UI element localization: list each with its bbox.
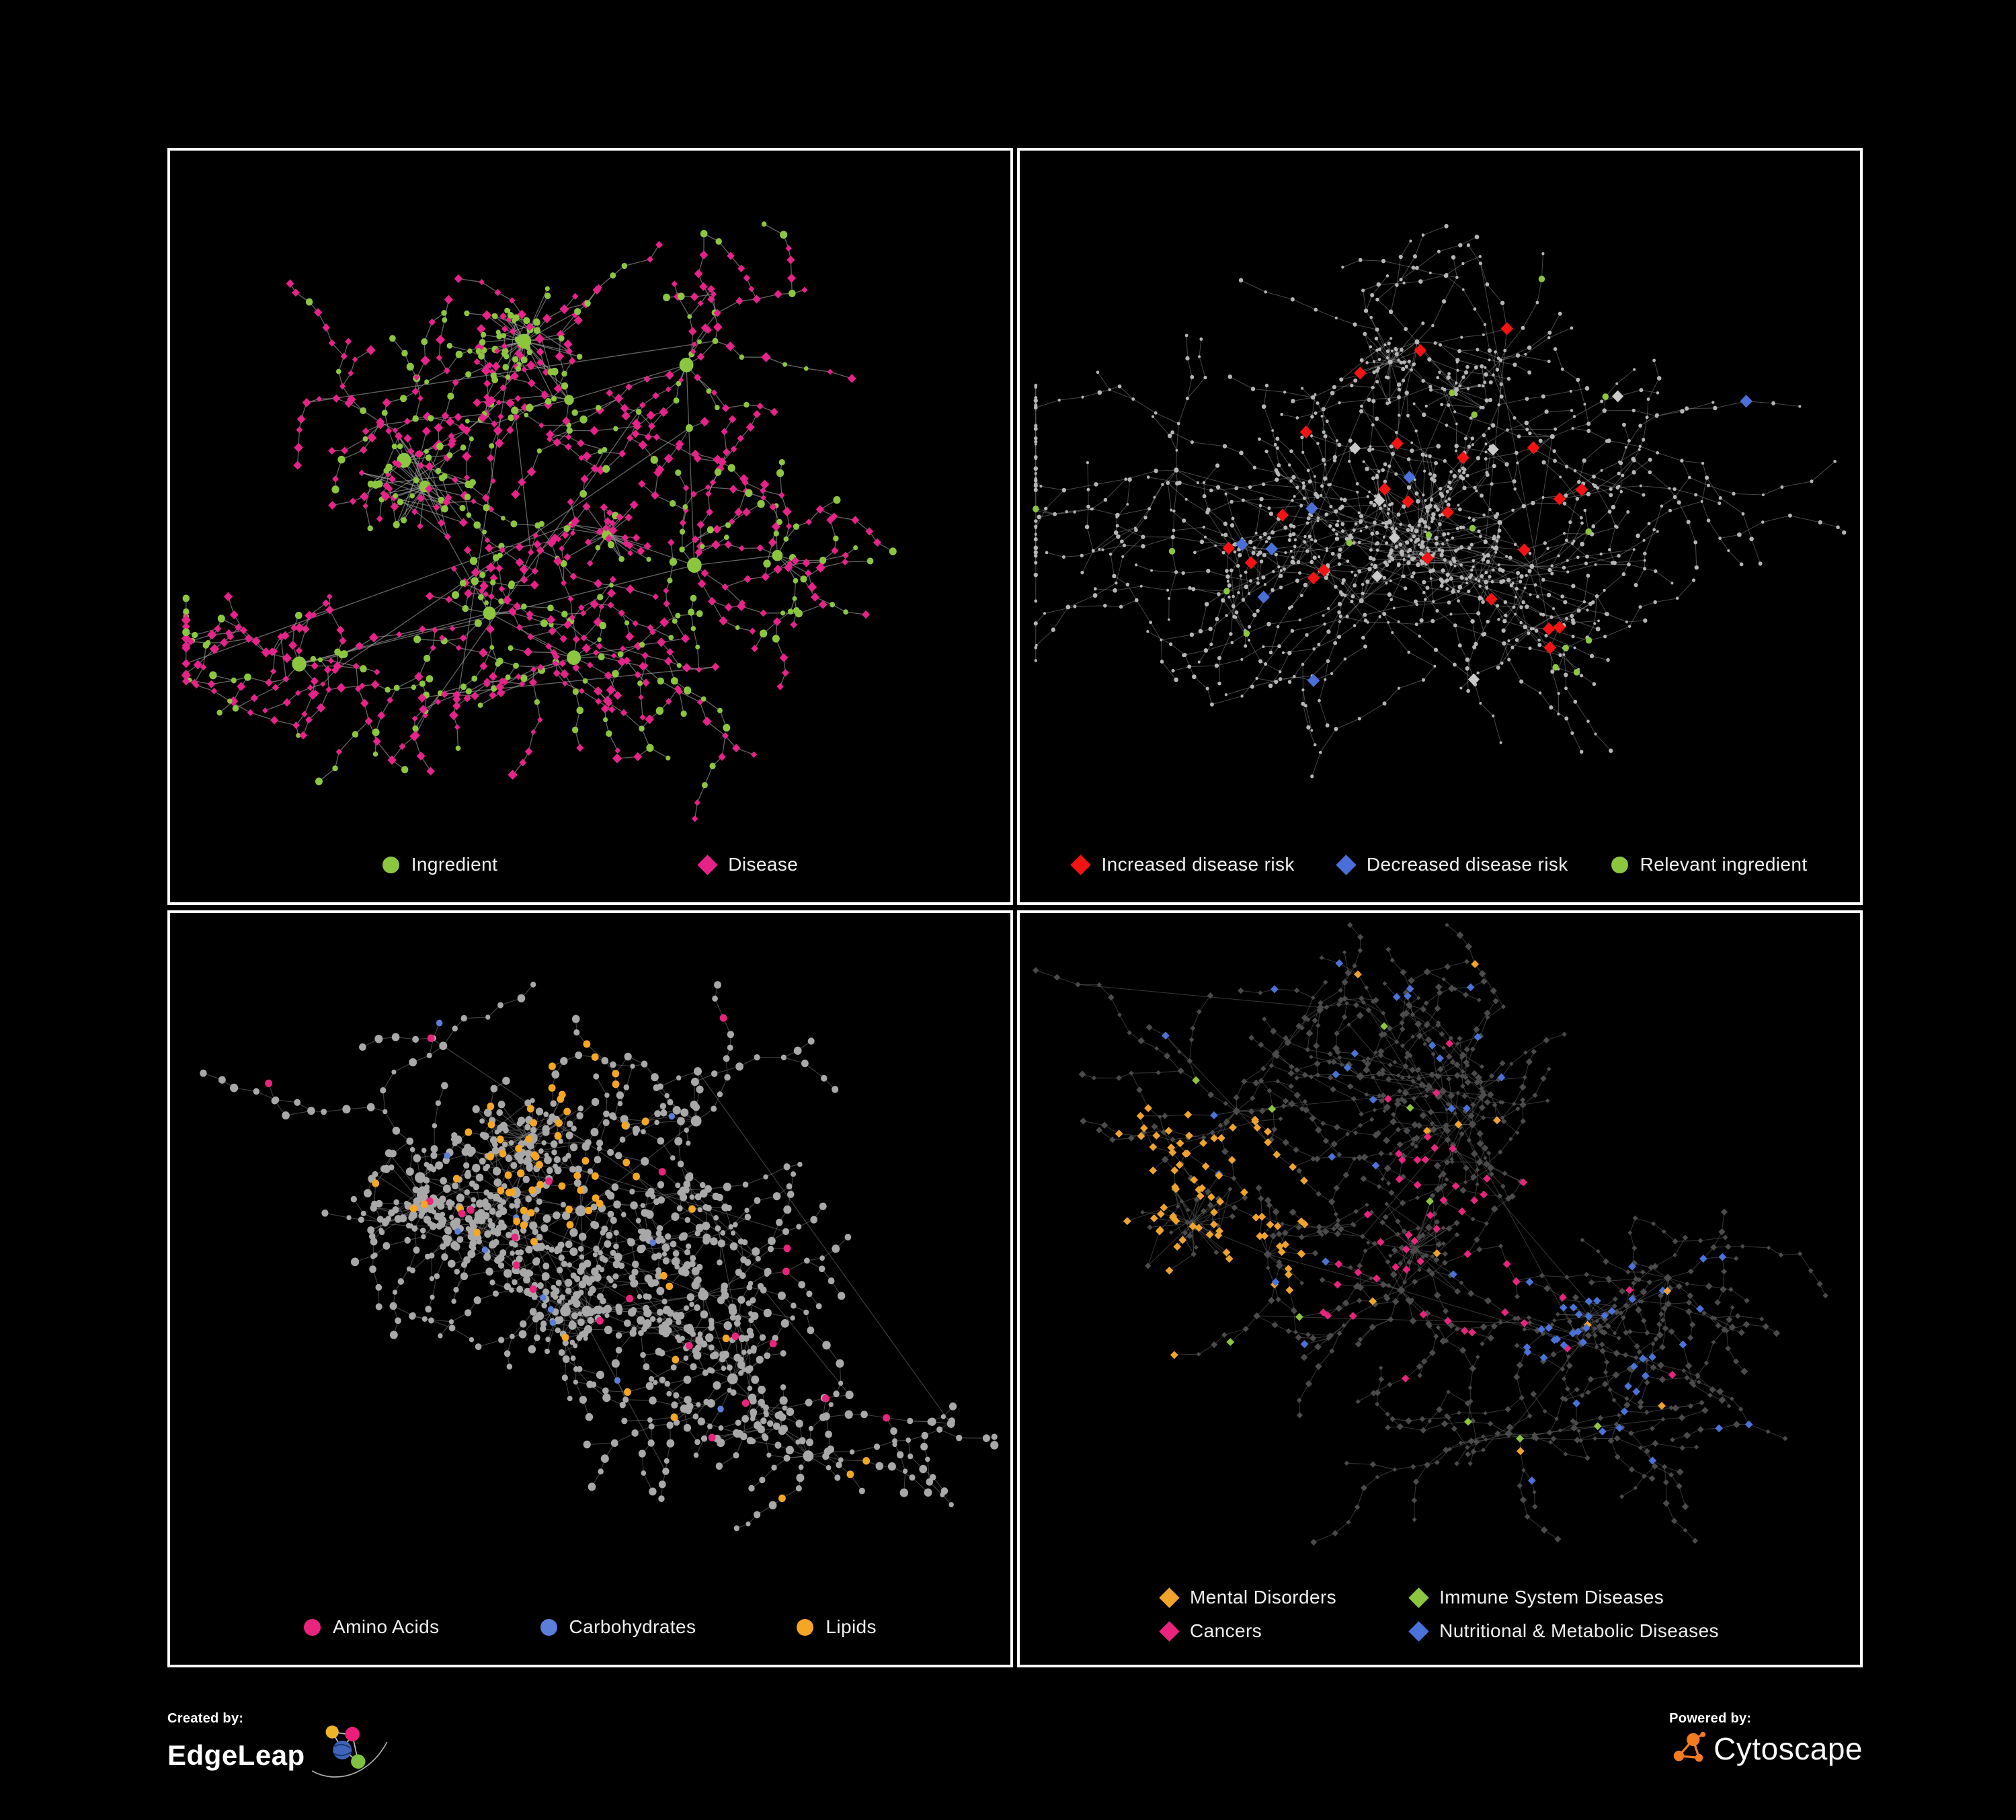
disease-diamond-icon <box>697 854 718 875</box>
legend-label-lipids: Lipids <box>825 1616 877 1637</box>
legend-item-mental-disorders: Mental Disorders <box>1159 1587 1337 1608</box>
legend-label-carbohydrates: Carbohydrates <box>569 1616 696 1637</box>
panel-grid: Ingredient Disease Increased disease ris… <box>167 148 1863 1667</box>
disease-classes-network-canvas <box>1033 922 1828 1546</box>
legend-item-nutritional-metabolic-diseases: Nutritional & Metabolic Diseases <box>1408 1620 1719 1642</box>
edgeleap-credit: Created by: EdgeLeap <box>167 1711 390 1782</box>
footer: Created by: EdgeLeap Powered by: <box>167 1711 1863 1782</box>
legend-item-carbohydrates: Carbohydrates <box>540 1616 696 1638</box>
legend-label-decreased-risk: Decreased disease risk <box>1366 854 1568 875</box>
legend-label-relevant-ingredient: Relevant ingredient <box>1640 854 1808 875</box>
edgeleap-node-yellow <box>325 1725 339 1739</box>
legend-ingredient-disease: Ingredient Disease <box>177 846 1004 902</box>
ingredient-circle-icon <box>382 856 399 873</box>
edgeleap-node-blue <box>332 1740 352 1759</box>
edgeleap-node-green <box>350 1754 366 1769</box>
legend-label-mental-disorders: Mental Disorders <box>1190 1587 1337 1608</box>
cytoscape-logo-icon <box>1673 1731 1706 1762</box>
legend-item-amino-acids: Amino Acids <box>304 1616 439 1638</box>
cytoscape-node <box>1673 1750 1685 1762</box>
panel-disease-classes: Mental Disorders Immune System Diseases … <box>1017 910 1863 1667</box>
panel-nutrient-classes: Amino Acids Carbohydrates Lipids <box>167 910 1013 1667</box>
legend-item-ingredient: Ingredient <box>382 854 498 875</box>
nutritional-metabolic-diseases-diamond-icon <box>1408 1620 1429 1642</box>
cytoscape-node <box>1700 1731 1706 1737</box>
relevant-ingredient-circle-icon <box>1611 856 1628 873</box>
nutrient-classes-network-canvas <box>200 981 999 1532</box>
carbohydrates-circle-icon <box>540 1618 557 1636</box>
created-by-label: Created by: <box>167 1711 244 1726</box>
edgeleap-wordmark: EdgeLeap <box>167 1739 305 1771</box>
increased-risk-diamond-icon <box>1070 854 1092 875</box>
panel-disease-risk: Increased disease risk Decreased disease… <box>1017 148 1863 905</box>
cytoscape-credit: Powered by: Cytoscape <box>1669 1711 1863 1768</box>
legend-item-decreased-risk: Decreased disease risk <box>1336 854 1568 875</box>
legend-item-disease: Disease <box>697 854 799 875</box>
amino-acids-circle-icon <box>304 1618 321 1636</box>
lipids-circle-icon <box>797 1618 814 1636</box>
legend-label-immune-system-diseases: Immune System Diseases <box>1439 1587 1664 1608</box>
legend-label-ingredient: Ingredient <box>411 854 498 875</box>
legend-item-lipids: Lipids <box>797 1616 877 1638</box>
legend-item-immune-system-diseases: Immune System Diseases <box>1408 1587 1719 1608</box>
legend-label-increased-risk: Increased disease risk <box>1101 854 1295 875</box>
legend-label-disease: Disease <box>728 854 799 875</box>
disease-risk-network-canvas <box>1033 224 1847 779</box>
edgeleap-logo-icon <box>311 1725 388 1778</box>
legend-label-amino-acids: Amino Acids <box>333 1616 440 1637</box>
edgeleap-node-pink <box>345 1727 360 1742</box>
legend-nutrient-classes: Amino Acids Carbohydrates Lipids <box>177 1608 1004 1665</box>
mental-disorders-diamond-icon <box>1159 1587 1180 1608</box>
legend-item-cancers: Cancers <box>1159 1620 1336 1642</box>
legend-label-cancers: Cancers <box>1190 1620 1262 1641</box>
legend-item-increased-risk: Increased disease risk <box>1070 854 1295 875</box>
legend-disease-classes: Mental Disorders Immune System Diseases … <box>1026 1583 1853 1665</box>
ingredient-disease-network-canvas <box>181 221 897 822</box>
legend-disease-risk: Increased disease risk Decreased disease… <box>1026 846 1853 902</box>
decreased-risk-diamond-icon <box>1336 854 1357 875</box>
cytoscape-wordmark: Cytoscape <box>1713 1731 1863 1766</box>
legend-label-nutritional-metabolic-diseases: Nutritional & Metabolic Diseases <box>1439 1620 1719 1641</box>
powered-by-label: Powered by: <box>1669 1711 1752 1726</box>
cytoscape-node <box>1687 1733 1700 1747</box>
cytoscape-node <box>1695 1753 1703 1762</box>
immune-system-diseases-diamond-icon <box>1408 1587 1429 1608</box>
cancers-diamond-icon <box>1159 1620 1180 1642</box>
legend-item-relevant-ingredient: Relevant ingredient <box>1611 854 1808 875</box>
panel-ingredient-disease: Ingredient Disease <box>167 148 1013 905</box>
